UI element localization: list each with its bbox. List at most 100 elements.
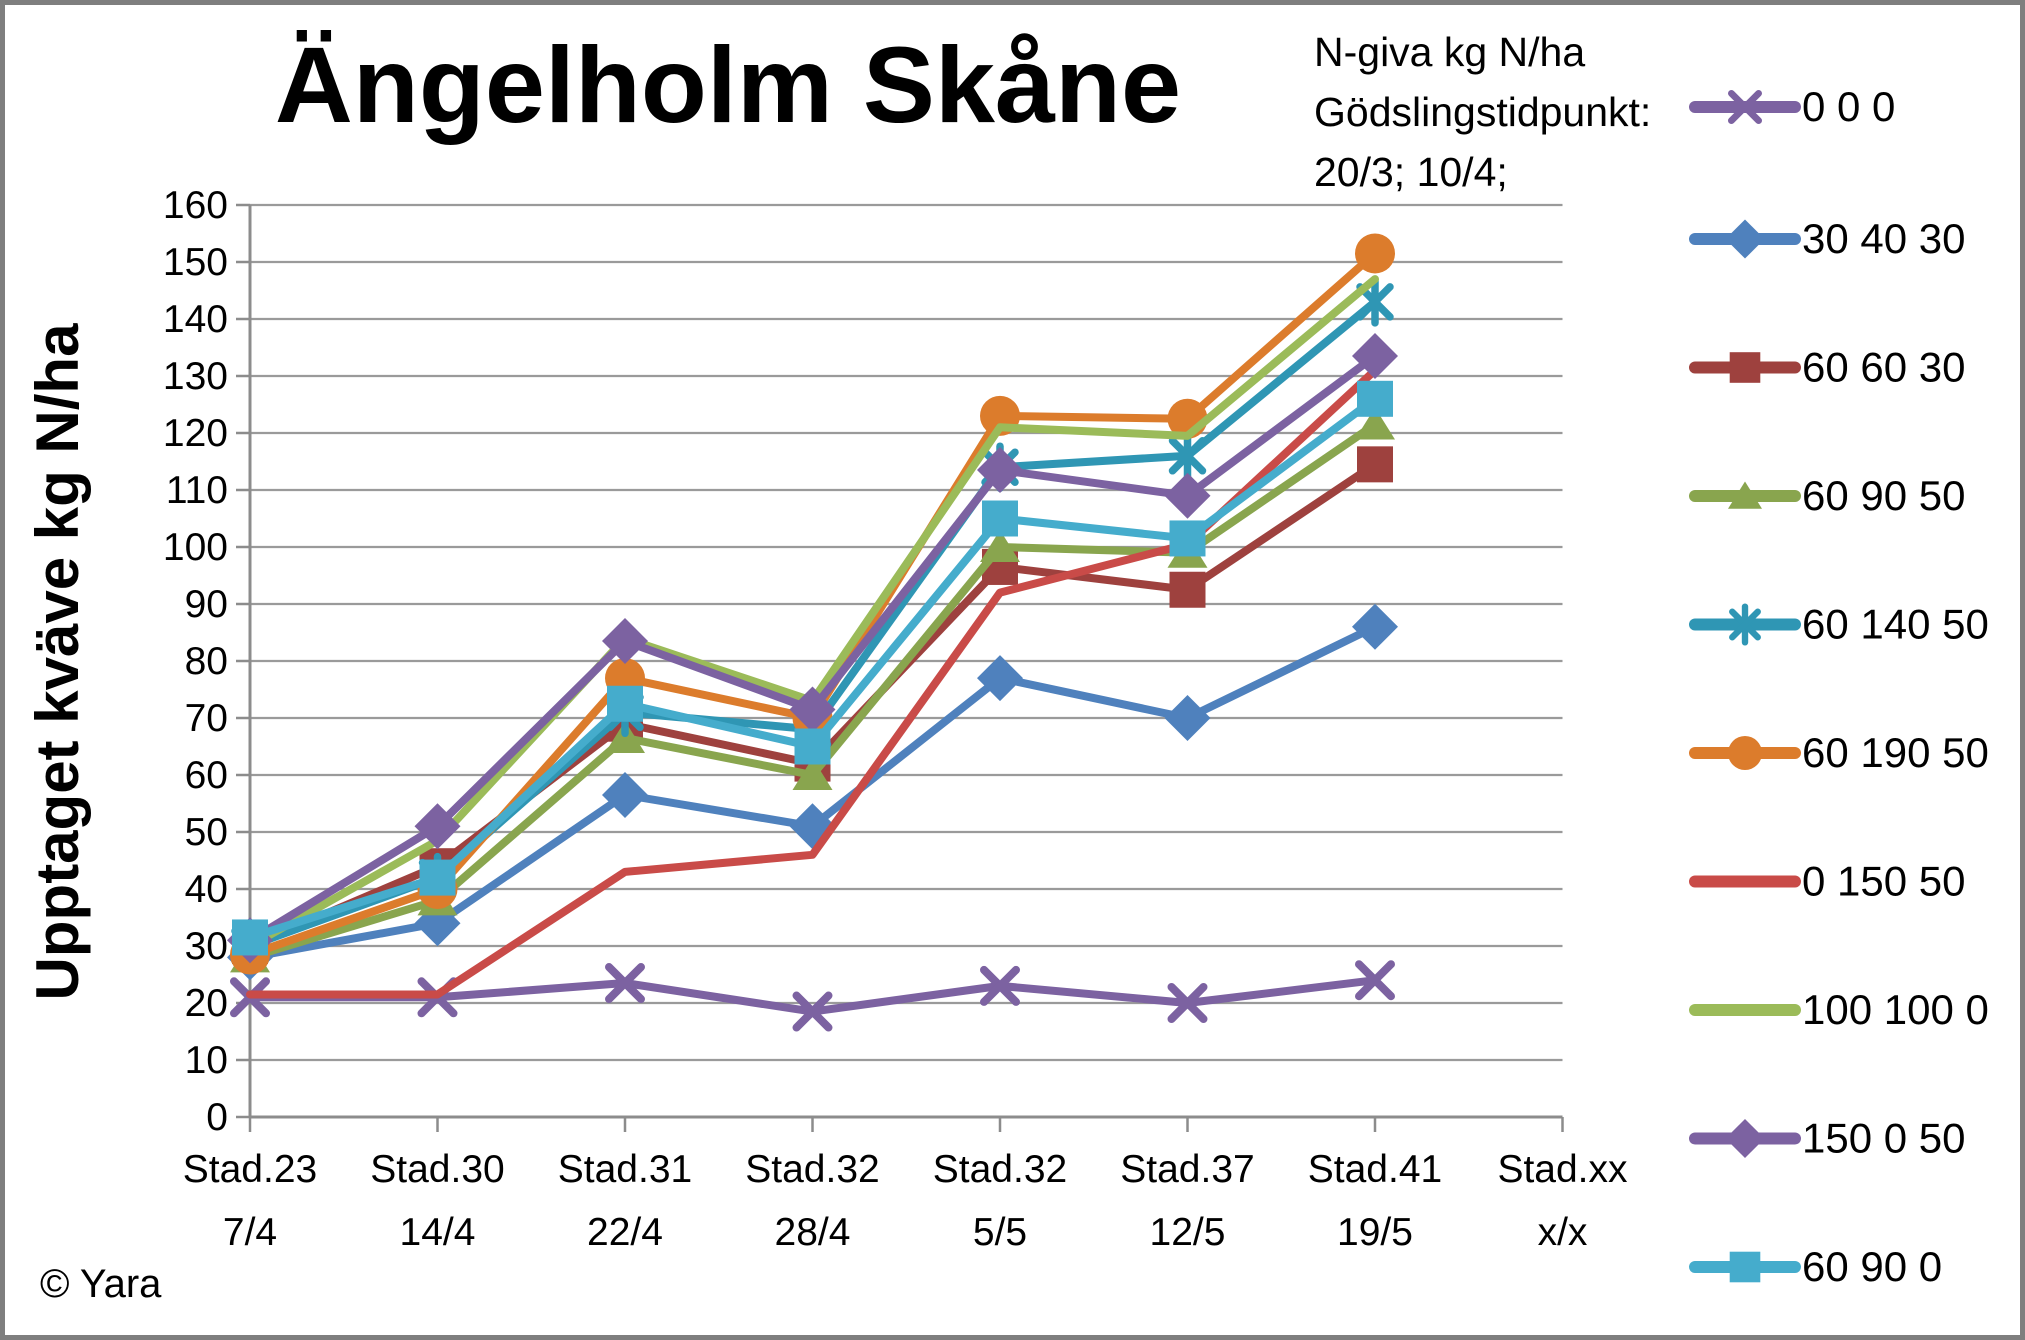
legend-item-150-0-50: 150 0 50 — [1689, 1115, 1966, 1162]
series-marker-0-0-0-5 — [1167, 983, 1208, 1023]
legend-item-0-150-50: 0 150 50 — [1689, 858, 1966, 905]
y-tick-label-20: 20 — [185, 982, 228, 1025]
legend-marker-60-190-50 — [1728, 736, 1762, 770]
y-tick-label-60: 60 — [185, 754, 228, 797]
series-marker-30-40-30-4 — [977, 655, 1023, 702]
x-label-date-2: 22/4 — [587, 1211, 663, 1254]
x-label-date-0: 7/4 — [223, 1211, 277, 1254]
series-marker-60-60-30-6 — [1357, 446, 1393, 483]
x-label-date-7: x/x — [1538, 1211, 1588, 1254]
legend-item-0-0-0: 0 0 0 — [1689, 83, 1895, 130]
series-marker-60-90-0-1 — [419, 859, 456, 896]
series-marker-60-90-0-2 — [607, 685, 643, 722]
legend-label-0-150-50: 0 150 50 — [1802, 858, 1966, 905]
legend-marker-60-90-50 — [1728, 481, 1762, 509]
series-marker-0-0-0-4 — [980, 965, 1020, 1006]
x-label-stage-7: Stad.xx — [1497, 1148, 1628, 1191]
series-marker-150-0-50-6 — [1352, 333, 1398, 380]
legend-item-60-190-50: 60 190 50 — [1689, 729, 1989, 776]
x-label-stage-6: Stad.41 — [1308, 1148, 1442, 1191]
y-tick-label-30: 30 — [185, 925, 228, 968]
series-marker-150-0-50-4 — [977, 447, 1023, 494]
chart-title: Ängelholm Skåne — [275, 24, 1181, 145]
y-tick-label-150: 150 — [163, 241, 228, 284]
series-marker-30-40-30-6 — [1352, 603, 1398, 650]
y-tick-label-70: 70 — [185, 697, 228, 740]
y-tick-label-90: 90 — [185, 583, 228, 626]
series-marker-150-0-50-3 — [789, 686, 836, 733]
y-tick-label-80: 80 — [185, 640, 228, 683]
x-label-date-5: 12/5 — [1150, 1211, 1226, 1254]
legend-item-60-140-50: 60 140 50 — [1689, 601, 1989, 648]
x-label-stage-3: Stad.32 — [745, 1148, 879, 1191]
legend-marker-30-40-30 — [1725, 219, 1765, 259]
legend-label-60-140-50: 60 140 50 — [1802, 601, 1989, 648]
series-marker-60-90-0-4 — [982, 500, 1018, 537]
legend-header-line-1: N-giva kg N/ha — [1314, 29, 1585, 75]
series-marker-60-90-50-6 — [1355, 407, 1395, 440]
y-tick-label-160: 160 — [163, 184, 228, 227]
y-tick-label-40: 40 — [185, 868, 228, 911]
y-tick-label-50: 50 — [185, 811, 228, 854]
series-marker-0-0-0-3 — [792, 991, 833, 1032]
legend-label-0-0-0: 0 0 0 — [1802, 83, 1895, 130]
x-label-date-3: 28/4 — [775, 1211, 851, 1254]
series-marker-60-90-0-5 — [1169, 520, 1206, 557]
legend-label-60-90-0: 60 90 0 — [1802, 1243, 1942, 1290]
series-marker-0-0-0-2 — [605, 963, 645, 1004]
series-marker-60-90-0-3 — [794, 728, 831, 765]
series-60-90-0 — [232, 380, 1393, 956]
series-marker-60-90-0-0 — [232, 919, 268, 956]
legend-item-100-100-0: 100 100 0 — [1689, 986, 1989, 1033]
x-label-stage-4: Stad.32 — [933, 1148, 1067, 1191]
legend-marker-60-140-50 — [1729, 603, 1761, 646]
y-tick-label-120: 120 — [163, 412, 228, 455]
series-marker-60-90-50-4 — [980, 530, 1020, 562]
legend: 0 0 0 30 40 30 60 60 30 60 90 50 60 140 50 60… — [1689, 83, 1989, 1290]
legend-item-60-60-30: 60 60 30 — [1689, 344, 1966, 391]
legend-header-line-2: Gödslingstidpunkt: — [1314, 89, 1651, 135]
legend-marker-60-90-0 — [1729, 1251, 1761, 1283]
y-tick-label-100: 100 — [163, 526, 228, 569]
series-marker-0-0-0-6 — [1355, 960, 1395, 1001]
series-marker-150-0-50-2 — [602, 618, 648, 665]
series-marker-60-90-0-6 — [1357, 380, 1393, 417]
legend-label-30-40-30: 30 40 30 — [1802, 215, 1966, 262]
x-label-date-4: 5/5 — [973, 1211, 1027, 1254]
y-tick-label-0: 0 — [206, 1096, 228, 1139]
y-axis-tick-labels: 0 10 20 30 40 50 60 70 80 90 100 110 120 130 140 150 160 — [163, 184, 228, 1139]
series-layer — [227, 233, 1398, 1032]
y-tick-label-130: 130 — [163, 355, 228, 398]
x-label-stage-1: Stad.30 — [370, 1148, 504, 1191]
series-marker-150-0-50-5 — [1164, 472, 1211, 519]
series-marker-60-60-30-5 — [1169, 571, 1206, 608]
legend-marker-0-0-0 — [1728, 90, 1762, 124]
x-label-date-1: 14/4 — [400, 1211, 476, 1254]
y-tick-label-10: 10 — [185, 1039, 228, 1082]
series-marker-60-190-50-6 — [1355, 233, 1395, 274]
series-150-0-50 — [227, 333, 1398, 964]
series-marker-30-40-30-2 — [602, 771, 648, 818]
copyright-text: © Yara — [40, 1262, 162, 1306]
x-label-stage-5: Stad.37 — [1120, 1148, 1254, 1191]
series-marker-60-90-50-3 — [792, 758, 833, 790]
series-marker-60-140-50-5 — [1168, 431, 1207, 481]
legend-item-30-40-30: 30 40 30 — [1689, 215, 1966, 262]
series-marker-150-0-50-1 — [414, 803, 461, 850]
legend-label-60-90-50: 60 90 50 — [1802, 472, 1966, 519]
legend-label-100-100-0: 100 100 0 — [1802, 986, 1989, 1033]
legend-marker-60-60-30 — [1729, 352, 1761, 383]
legend-header-line-3: 20/3; 10/4; — [1314, 149, 1508, 195]
legend-item-60-90-0: 60 90 0 — [1689, 1243, 1942, 1290]
legend-item-60-90-50: 60 90 50 — [1689, 472, 1966, 519]
legend-label-60-60-30: 60 60 30 — [1802, 344, 1966, 391]
legend-label-150-0-50: 150 0 50 — [1802, 1115, 1966, 1162]
y-tick-label-110: 110 — [166, 469, 228, 512]
x-axis-tick-labels: Stad.23 7/4 Stad.30 14/4 Stad.31 22/4 Stad.32 2… — [183, 1148, 1628, 1254]
y-tick-label-140: 140 — [163, 298, 228, 341]
y-axis-title: Upptaget kväve kg N/ha — [24, 323, 91, 1001]
legend-marker-150-0-50 — [1725, 1118, 1765, 1159]
